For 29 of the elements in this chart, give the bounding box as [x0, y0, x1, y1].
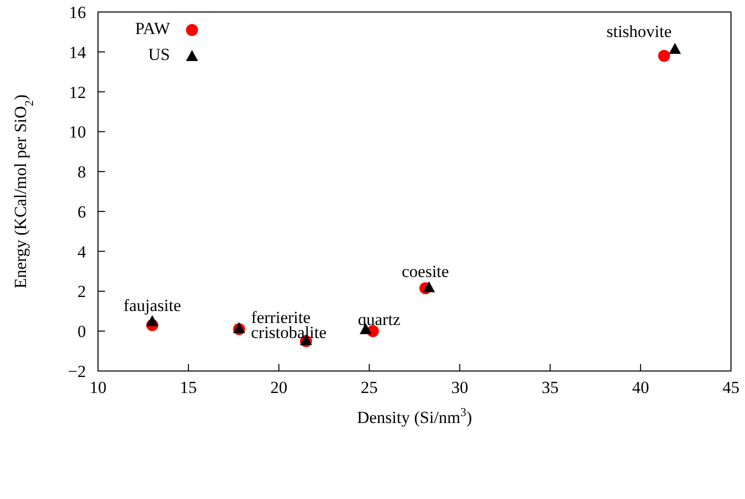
y-tick-label: 4 [78, 242, 86, 262]
x-tick-label: 20 [270, 378, 288, 397]
y-tick-label: 0 [78, 322, 86, 342]
point [422, 281, 435, 292]
x-tick-label: 45 [722, 378, 740, 397]
annotation: faujasite [123, 296, 182, 316]
x-tick-label: 35 [542, 378, 559, 397]
x-axis-title: Density (Si/nm$^{3}$) [356, 405, 472, 427]
point [668, 42, 681, 54]
y-tick-label: 16 [69, 3, 86, 22]
y-tick-label: 12 [69, 82, 86, 102]
annotation: quartz [358, 310, 401, 330]
annotation: coesite [402, 262, 449, 282]
x-tick-label: 25 [360, 378, 378, 397]
y-tick-label: 10 [69, 122, 86, 142]
y-tick-label: 6 [78, 202, 86, 222]
legend-label: PAW [135, 19, 170, 39]
point [658, 50, 670, 62]
y-tick-label: 2 [78, 282, 86, 302]
y-tick-label: 14 [69, 42, 86, 62]
y-tick-label: 8 [78, 162, 86, 182]
x-tick-label: 30 [451, 378, 468, 397]
x-tick-label: 15 [180, 378, 197, 397]
y-tick-label: −2 [68, 362, 86, 381]
legend-label: US [148, 45, 170, 65]
annotation: stishovite [606, 22, 672, 41]
x-tick-label: 10 [90, 378, 106, 397]
x-tick-label: 40 [632, 378, 650, 397]
point [146, 315, 158, 326]
